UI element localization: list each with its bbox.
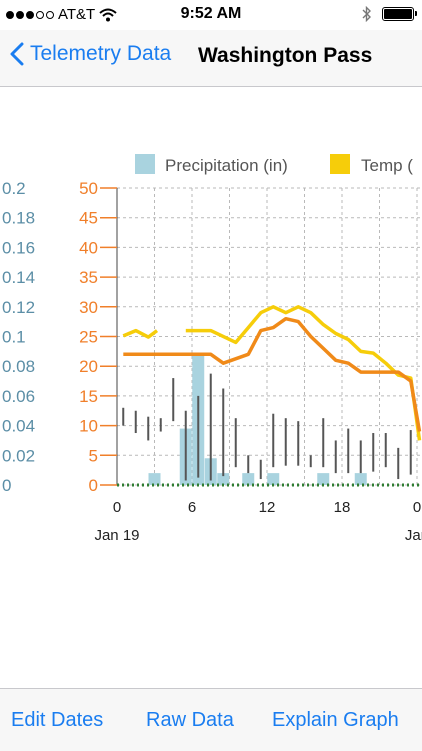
x-tick-label: 18 (334, 499, 351, 516)
temp-line-orange (123, 316, 422, 432)
signal-dot (36, 10, 44, 19)
temp-line-yellow (185, 305, 422, 441)
back-button[interactable]: Telemetry Data (10, 42, 171, 66)
y-right-tick-label: 15 (79, 387, 98, 406)
status-right (362, 6, 417, 22)
y-left-tick-label: 0.14 (2, 268, 35, 287)
telemetry-chart: 0.2 0.18 0.16 0.14 0.12 0.1 0.08 0.06 0.04 0.02 0 5… (0, 87, 422, 687)
y-right-tick-label: 20 (79, 357, 98, 376)
battery-icon (382, 7, 417, 21)
y-left-tick-label: 0.18 (2, 209, 35, 228)
precip-bar (267, 473, 280, 485)
y-right-tick-label: 0 (89, 476, 98, 495)
precip-bar (317, 473, 330, 485)
signal-dot (46, 10, 54, 19)
y-left-tick-label: 0.16 (2, 238, 35, 257)
precip-bar (242, 473, 255, 485)
signal-dot (16, 10, 24, 19)
explain-graph-button[interactable]: Explain Graph (272, 709, 399, 731)
y-right-tick-label: 5 (89, 446, 98, 465)
bottom-toolbar: Edit Dates Raw Data Explain Graph (0, 688, 422, 751)
y-right-tick-label: 40 (79, 238, 98, 257)
chevron-left-icon (10, 42, 24, 66)
y-right-tick-label: 25 (79, 328, 98, 347)
status-bar: AT&T 9:52 AM (0, 0, 422, 30)
y-right-tick-label: 30 (79, 298, 98, 317)
y-left-tick-label: 0.02 (2, 446, 35, 465)
legend-label-temp: Temp ( (361, 156, 413, 175)
page-title: Washington Pass (198, 44, 373, 67)
y-right-tick-label: 35 (79, 268, 98, 287)
x-tick-label: 0 (413, 499, 421, 516)
chart-svg: 0.2 0.18 0.16 0.14 0.12 0.1 0.08 0.06 0.04 0.02 0 5… (2, 154, 422, 544)
signal-strength-icon (6, 10, 54, 19)
date-label: Jan 19 (94, 527, 139, 544)
raw-data-button[interactable]: Raw Data (146, 709, 234, 731)
y-left-tick-label: 0.04 (2, 417, 35, 436)
date-label: Jan (405, 527, 422, 544)
y-left-tick-label: 0.1 (2, 328, 26, 347)
wifi-icon (99, 8, 117, 21)
precip-bar (217, 473, 230, 485)
carrier-label: AT&T (58, 6, 96, 23)
bluetooth-icon (362, 6, 371, 22)
y-left-tick-label: 0.12 (2, 298, 35, 317)
y-left-tick-label: 0.2 (2, 179, 26, 198)
status-time: 9:52 AM (180, 5, 242, 22)
x-tick-label: 6 (188, 499, 196, 516)
edit-dates-button[interactable]: Edit Dates (11, 709, 104, 731)
back-button-label: Telemetry Data (30, 42, 172, 65)
y-right-tick-label: 50 (79, 179, 98, 198)
x-tick-label: 12 (259, 499, 276, 516)
y-right-tick-label: 45 (79, 209, 98, 228)
y-left-tick-label: 0.08 (2, 357, 35, 376)
temp-line-yellow (122, 328, 159, 339)
precip-bar (354, 473, 367, 485)
signal-dot (26, 10, 34, 19)
legend-swatch-precip (135, 154, 155, 174)
navigation-bar: Telemetry Data Washington Pass (0, 30, 422, 87)
x-tick-label: 0 (113, 499, 121, 516)
legend-swatch-temp (330, 154, 350, 174)
y-right-tick-label: 10 (79, 417, 98, 436)
y-left-tick-label: 0 (2, 476, 11, 495)
legend-label-precip: Precipitation (in) (165, 156, 288, 175)
precip-bar (148, 473, 161, 485)
status-left: AT&T (6, 6, 117, 23)
y-left-tick-label: 0.06 (2, 387, 35, 406)
signal-dot (6, 10, 14, 19)
